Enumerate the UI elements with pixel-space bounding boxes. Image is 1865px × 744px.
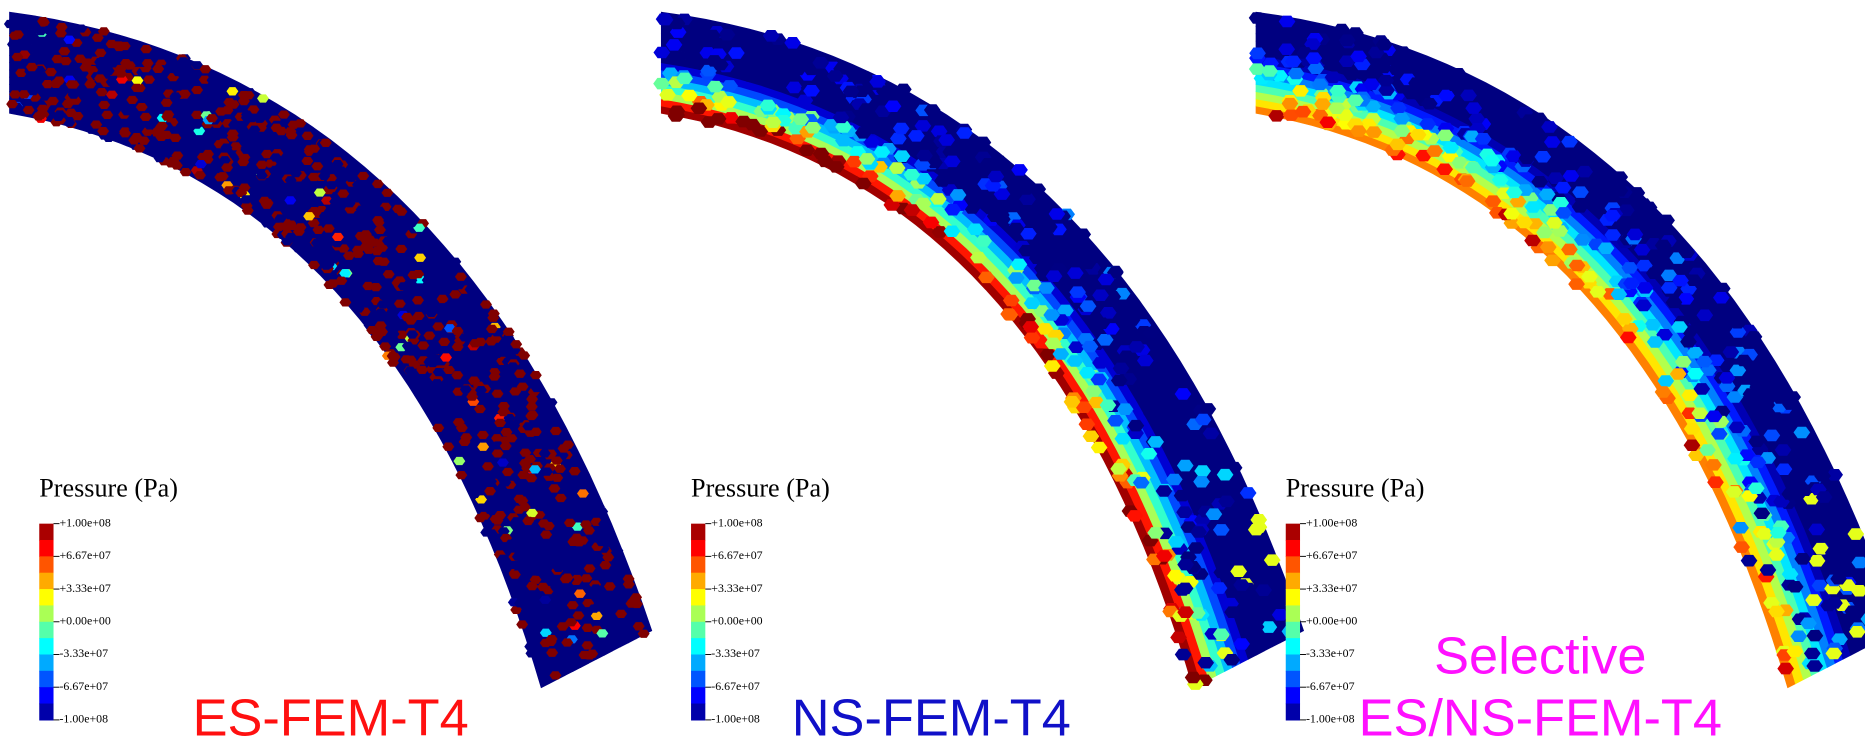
colorbar-band xyxy=(39,704,53,721)
colorbar-tick-label: -3.33e+07 xyxy=(59,646,108,660)
colorbar-band xyxy=(691,605,705,622)
colorbar-tick-label: -1.00e+08 xyxy=(1306,712,1355,726)
colorbar-band xyxy=(691,654,705,671)
colorbar-tick-label: -6.67e+07 xyxy=(1306,679,1355,693)
colorbar-tick-label: +0.00e+00 xyxy=(59,614,110,628)
colorbar-band xyxy=(39,605,53,622)
colorbar-band xyxy=(1286,524,1300,541)
colorbar-band xyxy=(1286,704,1300,721)
colorbar-band xyxy=(39,687,53,704)
method-label: Selective xyxy=(1434,628,1646,686)
page: Pressure (Pa) +1.00e+08 +6.67e+07 +3.33e+07… xyxy=(0,0,1865,744)
colorbar-band xyxy=(1286,671,1300,688)
colorbar-band xyxy=(691,556,705,573)
colorbar-band xyxy=(691,671,705,688)
colorbar-tick-label: +0.00e+00 xyxy=(1306,614,1357,628)
legend-title: Pressure (Pa) xyxy=(39,473,178,502)
colorbar-tick-label: +1.00e+08 xyxy=(711,515,762,529)
panel: Pressure (Pa) +1.00e+08 +6.67e+07 +3.33e+07… xyxy=(653,12,1303,744)
method-label: NS-FEM-T4 xyxy=(792,689,1071,744)
colorbar-band xyxy=(39,654,53,671)
colorbar-band xyxy=(1286,622,1300,639)
colorbar-tick-label: +1.00e+08 xyxy=(1306,515,1357,529)
colorbar-band xyxy=(691,704,705,721)
legend-title: Pressure (Pa) xyxy=(1286,473,1425,502)
colorbar-band xyxy=(691,540,705,557)
figure: Pressure (Pa) +1.00e+08 +6.67e+07 +3.33e+07… xyxy=(0,0,1865,744)
colorbar-tick-label: +3.33e+07 xyxy=(711,581,762,595)
colorbar-tick-label: +3.33e+07 xyxy=(59,581,110,595)
colorbar-tick-label: -6.67e+07 xyxy=(59,679,108,693)
method-label: ES-FEM-T4 xyxy=(193,689,469,744)
colorbar-band xyxy=(1286,687,1300,704)
colorbar-band xyxy=(1286,654,1300,671)
colorbar-band xyxy=(1286,638,1300,655)
colorbar-band xyxy=(39,671,53,688)
colorbar-tick-label: +3.33e+07 xyxy=(1306,581,1357,595)
colorbar-tick-label: +0.00e+00 xyxy=(711,614,762,628)
colorbar-band xyxy=(39,540,53,557)
colorbar-band xyxy=(1286,589,1300,606)
colorbar-band xyxy=(39,556,53,573)
colorbar-tick-label: +6.67e+07 xyxy=(59,548,110,562)
colorbar-band xyxy=(691,638,705,655)
colorbar-tick-label: -3.33e+07 xyxy=(711,646,760,660)
colorbar-band xyxy=(39,524,53,541)
colorbar-band xyxy=(39,573,53,590)
panel: Pressure (Pa) +1.00e+08 +6.67e+07 +3.33e+07… xyxy=(4,12,652,744)
colorbar-band xyxy=(691,589,705,606)
colorbar-tick-label: +6.67e+07 xyxy=(1306,548,1357,562)
colorbar-band xyxy=(39,622,53,639)
colorbar-band xyxy=(1286,556,1300,573)
colorbar-band xyxy=(691,687,705,704)
colorbar-band xyxy=(1286,605,1300,622)
colorbar-band xyxy=(691,622,705,639)
colorbar-band xyxy=(1286,540,1300,557)
colorbar-tick-label: -3.33e+07 xyxy=(1306,646,1355,660)
method-label: ES/NS-FEM-T4 xyxy=(1359,689,1722,744)
colorbar-tick-label: +1.00e+08 xyxy=(59,515,110,529)
colorbar-tick-label: +6.67e+07 xyxy=(711,548,762,562)
colorbar-band xyxy=(39,589,53,606)
colorbar-band xyxy=(1286,573,1300,590)
legend-title: Pressure (Pa) xyxy=(691,473,830,502)
colorbar-tick-label: -1.00e+08 xyxy=(59,712,108,726)
colorbar-band xyxy=(39,638,53,655)
colorbar-band xyxy=(691,524,705,541)
colorbar-band xyxy=(691,573,705,590)
colorbar-tick-label: -6.67e+07 xyxy=(711,679,760,693)
panel: Pressure (Pa) +1.00e+08 +6.67e+07 +3.33e+07… xyxy=(1249,12,1865,744)
colorbar-tick-label: -1.00e+08 xyxy=(711,712,760,726)
